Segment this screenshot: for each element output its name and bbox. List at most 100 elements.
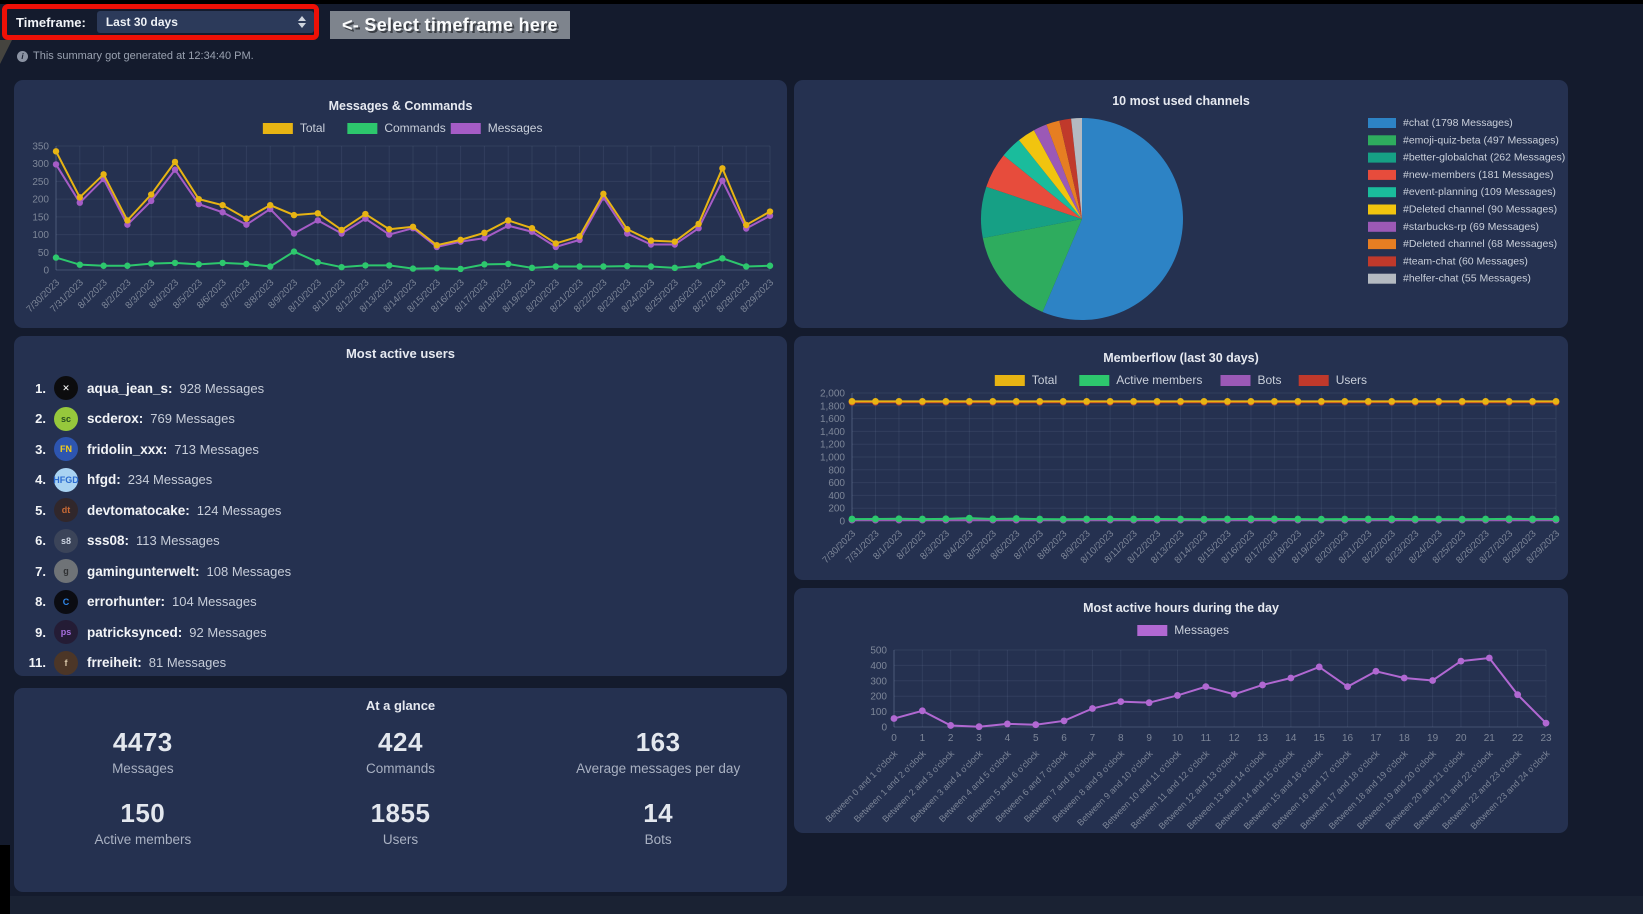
x-tick-label: 9: [1146, 733, 1152, 744]
series-line-messages: [893, 656, 1547, 728]
legend-item-1[interactable]: #chat (1798 Messages): [1368, 117, 1513, 129]
y-tick-label: 300: [32, 159, 49, 170]
panel-memberflow: Memberflow (last 30 days) Total Active mem…: [794, 336, 1568, 580]
panel-messages-commands: Messages & Commands Total Commands Messages…: [14, 80, 787, 328]
legend-label: #team-chat (60 Messages): [1403, 255, 1528, 267]
timeframe-value: Last 30 days: [105, 15, 178, 29]
y-tick-label: 200: [32, 195, 49, 206]
legend-label: #Deleted channel (90 Messages): [1403, 204, 1557, 216]
legend-item-10[interactable]: #helfer-chat (55 Messages): [1368, 273, 1531, 285]
legend-item-7[interactable]: #starbucks-rp (69 Messages): [1368, 221, 1539, 233]
user-message-count: 234 Messages: [127, 472, 213, 488]
legend-label: #helfer-chat (55 Messages): [1403, 273, 1531, 285]
legend-item-users[interactable]: Users: [1298, 373, 1367, 387]
panel-most-active-users: Most active users 1. ✕ aqua_jean_s: 928 Mes…: [14, 336, 787, 676]
avatar: g: [54, 559, 78, 584]
legend-item-5[interactable]: #event-planning (109 Messages): [1368, 186, 1556, 198]
list-item: 11. f frreiheit: 81 Messages: [14, 648, 787, 677]
screen-artifact: [0, 845, 10, 914]
user-message-count: 81 Messages: [148, 655, 227, 671]
x-tick-label: 12: [1229, 733, 1241, 744]
pie-slice: [981, 186, 1082, 239]
legend-item-8[interactable]: #Deleted channel (68 Messages): [1368, 238, 1557, 250]
user-name: errorhunter:: [87, 594, 166, 610]
pie-slice: [1046, 120, 1082, 219]
y-tick-label: 1,200: [820, 440, 845, 451]
legend-item-4[interactable]: #new-members (181 Messages): [1368, 169, 1554, 181]
legend-label: #emoji-quiz-beta (497 Messages): [1403, 134, 1559, 146]
legend-item-3[interactable]: #better-globalchat (262 Messages): [1368, 152, 1565, 164]
user-name: hfgd:: [87, 472, 121, 488]
user-name: aqua_jean_s:: [87, 380, 173, 396]
panel-most-used-channels: 10 most used channels #chat (1798 Message…: [794, 80, 1568, 328]
stat-label: Active members: [94, 832, 192, 847]
x-tick-label: 11: [1201, 733, 1212, 744]
y-tick-label: 2,000: [820, 389, 845, 400]
legend-label: #Deleted channel (68 Messages): [1403, 238, 1557, 250]
x-tick-label: 4: [1005, 733, 1011, 744]
at-a-glance-grid: 4473 Messages 424 Commands 163 Average messag…: [14, 727, 787, 847]
summary-info-banner: i This summary got generated at 12:34:40…: [17, 50, 254, 62]
glance-stat: 150 Active members: [14, 798, 272, 847]
legend-item-2[interactable]: #emoji-quiz-beta (497 Messages): [1368, 134, 1559, 146]
legend-label: #event-planning (109 Messages): [1403, 186, 1556, 198]
list-item: 9. ps patricksynced: 92 Messages: [14, 617, 787, 648]
legend-item-commands[interactable]: Commands: [347, 121, 446, 135]
stat-label: Messages: [112, 761, 174, 776]
chart-title: Most active hours during the day: [1083, 601, 1279, 615]
y-tick-label: 0: [881, 723, 887, 734]
x-tick-label: 22: [1512, 733, 1524, 744]
legend-item-active-members[interactable]: Active members: [1079, 373, 1202, 387]
legend-item-messages[interactable]: Messages: [450, 121, 543, 135]
x-tick-label: 10: [1172, 733, 1184, 744]
y-tick-label: 800: [828, 465, 845, 476]
y-tick-label: 100: [870, 707, 887, 718]
avatar: f: [54, 650, 78, 675]
legend-item-total[interactable]: Total: [262, 121, 325, 135]
x-tick-label: 20: [1455, 733, 1467, 744]
pie-slice: [1042, 118, 1183, 320]
x-tick-label: 7: [1090, 733, 1096, 744]
glance-stat: 424 Commands: [272, 727, 530, 776]
timeframe-hint-label: <- Select timeframe here: [330, 11, 570, 39]
legend-swatch: [450, 123, 481, 134]
y-tick-label: 400: [870, 661, 887, 672]
y-tick-label: 400: [828, 491, 845, 502]
chart-title: 10 most used channels: [1112, 94, 1250, 108]
legend-swatch: [347, 123, 378, 134]
legend-item-9[interactable]: #team-chat (60 Messages): [1368, 255, 1528, 267]
list-item: 7. g gamingunterwelt: 108 Messages: [14, 556, 787, 587]
x-tick-label: 18: [1399, 733, 1411, 744]
pie-slice: [1018, 130, 1082, 219]
legend-label: #new-members (181 Messages): [1403, 169, 1554, 181]
avatar: ✕: [54, 376, 78, 401]
x-tick-label: 17: [1370, 733, 1382, 744]
x-tick-label: 13: [1257, 733, 1269, 744]
user-name: sss08:: [87, 533, 130, 549]
legend-swatch: [1368, 239, 1396, 250]
x-tick-label: 5: [1033, 733, 1039, 744]
most-active-users-title: Most active users: [345, 346, 456, 361]
user-message-count: 108 Messages: [206, 563, 292, 579]
timeframe-select[interactable]: Last 30 days: [96, 11, 314, 33]
legend-swatch: [1368, 135, 1396, 146]
y-tick-label: 200: [828, 504, 845, 515]
legend-swatch: [262, 123, 293, 134]
legend-item-total[interactable]: Total: [994, 373, 1057, 387]
list-item: 1. ✕ aqua_jean_s: 928 Messages: [14, 373, 787, 404]
x-tick-label: 3: [976, 733, 982, 744]
avatar: FN: [54, 437, 78, 462]
x-tick-label: 1: [920, 733, 926, 744]
timeframe-label: Timeframe:: [16, 14, 86, 30]
legend-item-messages[interactable]: Messages: [1137, 623, 1229, 637]
legend-label: Messages: [488, 121, 543, 135]
stat-value: 4473: [112, 727, 173, 757]
user-message-count: 928 Messages: [179, 380, 265, 396]
legend-item-bots[interactable]: Bots: [1220, 373, 1282, 387]
legend-item-6[interactable]: #Deleted channel (90 Messages): [1368, 204, 1557, 216]
pie-slice: [982, 219, 1082, 312]
x-tick-label: 23: [1540, 733, 1552, 744]
y-tick-label: 350: [32, 142, 49, 153]
panel-at-a-glance: At a glance 4473 Messages 424 Commands 163 Av…: [14, 688, 787, 892]
top-black-bar: [0, 0, 1643, 4]
